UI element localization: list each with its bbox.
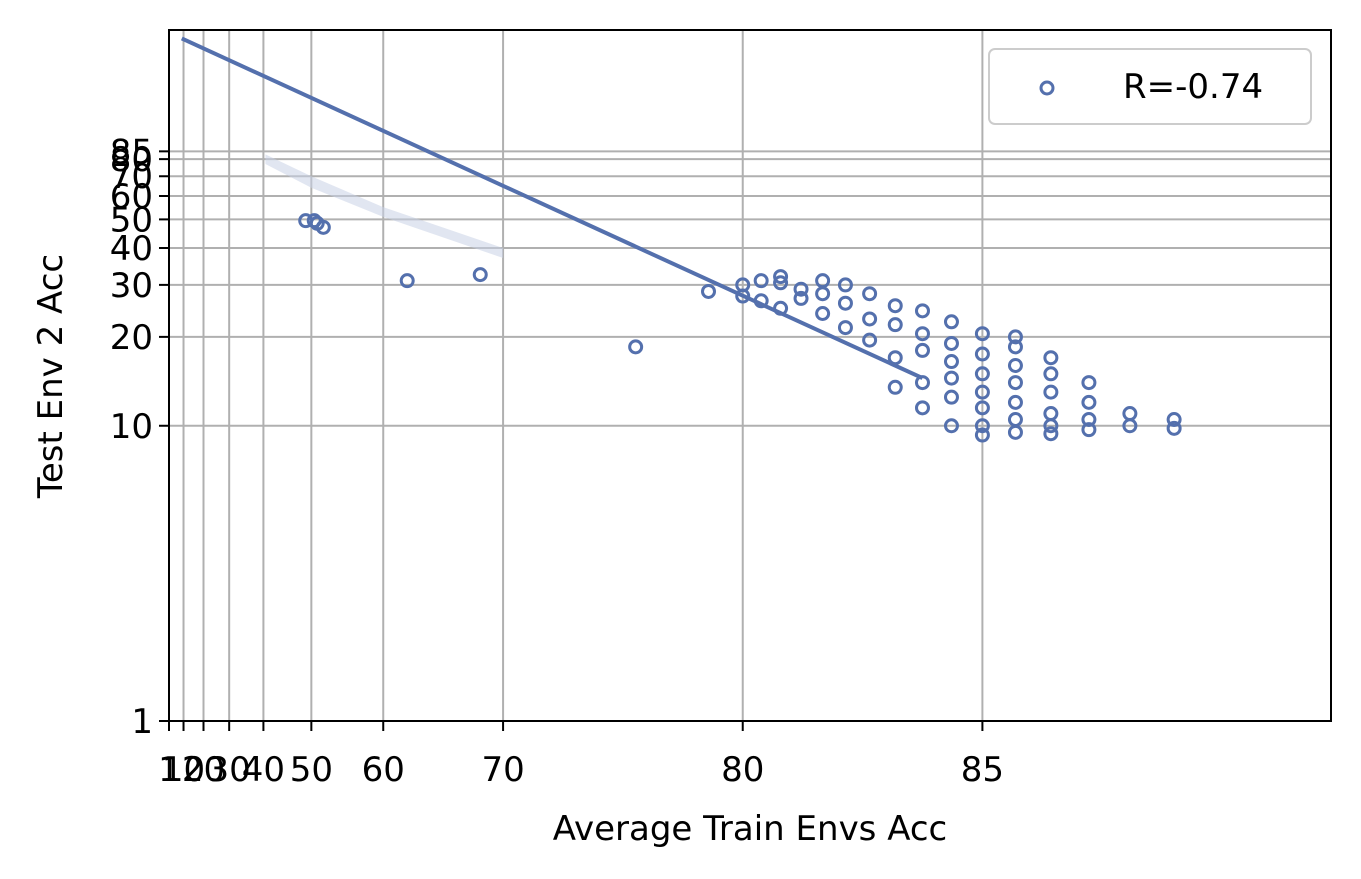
y-axis-label: Test Env 2 Acc xyxy=(31,254,71,499)
data-point xyxy=(862,332,878,348)
y-tick-label: 30 xyxy=(110,266,153,306)
data-point xyxy=(1043,350,1059,366)
data-point xyxy=(753,273,769,289)
data-point xyxy=(914,326,930,342)
data-point xyxy=(1007,412,1023,428)
data-point xyxy=(914,375,930,391)
grid-lines xyxy=(169,30,1331,721)
x-tick-label: 70 xyxy=(481,750,524,790)
confidence-band xyxy=(265,154,504,258)
data-point xyxy=(837,295,853,311)
data-point xyxy=(315,219,331,235)
legend-label: R=-0.74 xyxy=(1123,67,1263,107)
data-point xyxy=(943,418,959,434)
legend: R=-0.74 xyxy=(988,48,1312,125)
data-point xyxy=(472,267,488,283)
data-point xyxy=(1007,329,1023,345)
x-tick-label: 10 xyxy=(162,750,205,790)
data-point xyxy=(974,418,990,434)
data-point xyxy=(914,342,930,358)
data-point xyxy=(943,335,959,351)
x-tick-label: 20 xyxy=(182,750,225,790)
data-point xyxy=(1043,426,1059,442)
data-point xyxy=(974,366,990,382)
legend-marker xyxy=(1039,80,1055,96)
data-point xyxy=(1122,406,1138,422)
x-tick-label: 1 xyxy=(158,750,180,790)
data-point xyxy=(815,286,831,302)
data-point xyxy=(773,275,789,291)
y-tick-label: 50 xyxy=(110,200,153,240)
data-point xyxy=(974,384,990,400)
y-tick-label: 80 xyxy=(110,140,153,180)
data-point xyxy=(399,273,415,289)
data-point xyxy=(914,400,930,416)
data-point xyxy=(943,370,959,386)
x-axis-label: Average Train Envs Acc xyxy=(553,809,948,849)
data-point xyxy=(974,326,990,342)
data-point xyxy=(628,339,644,355)
data-point xyxy=(1007,424,1023,440)
data-point xyxy=(773,269,789,285)
data-point xyxy=(1043,406,1059,422)
data-point xyxy=(793,281,809,297)
data-point xyxy=(974,427,990,443)
regression-line-group xyxy=(180,36,924,380)
y-tick-label: 70 xyxy=(110,157,153,197)
data-points xyxy=(298,213,1182,443)
data-point xyxy=(943,354,959,370)
y-tick-label: 60 xyxy=(110,177,153,217)
x-tick-label: 80 xyxy=(721,750,764,790)
data-point xyxy=(887,298,903,314)
data-point xyxy=(862,311,878,327)
data-point xyxy=(1081,375,1097,391)
data-point xyxy=(1007,357,1023,373)
y-tick-label: 10 xyxy=(110,407,153,447)
data-point xyxy=(1007,339,1023,355)
data-point xyxy=(914,303,930,319)
legend-box xyxy=(988,48,1312,125)
plot-frame xyxy=(168,29,1332,722)
data-point xyxy=(1166,412,1182,428)
data-point xyxy=(837,277,853,293)
data-point xyxy=(1122,418,1138,434)
axes xyxy=(168,29,1332,722)
data-point xyxy=(1007,394,1023,410)
y-tick-label: 85 xyxy=(110,132,153,172)
data-point xyxy=(701,283,716,299)
data-point xyxy=(1043,384,1059,400)
y-tick-label: 40 xyxy=(110,229,153,269)
data-point xyxy=(974,400,990,416)
data-point xyxy=(1081,394,1097,410)
confidence-band-area xyxy=(265,154,504,258)
data-point xyxy=(887,317,903,333)
x-tick-label: 85 xyxy=(961,750,1004,790)
data-point xyxy=(793,290,809,306)
y-tick-label: 20 xyxy=(110,318,153,358)
data-point xyxy=(974,346,990,362)
x-tick-label: 50 xyxy=(290,750,333,790)
x-tick-label: 30 xyxy=(208,750,251,790)
data-point xyxy=(815,306,831,322)
data-point xyxy=(1166,420,1182,436)
y-tick-label: 1 xyxy=(131,702,153,742)
data-point xyxy=(837,320,853,336)
data-point xyxy=(1081,422,1097,438)
data-point xyxy=(1081,412,1097,428)
data-point xyxy=(1043,366,1059,382)
x-tick-label: 40 xyxy=(242,750,285,790)
regression-line xyxy=(180,36,924,380)
data-point xyxy=(735,288,751,304)
data-point xyxy=(1043,418,1059,434)
x-tick-label: 60 xyxy=(362,750,405,790)
data-point xyxy=(1007,375,1023,391)
data-point xyxy=(862,286,878,302)
data-point xyxy=(887,379,903,395)
data-point xyxy=(943,389,959,405)
data-point xyxy=(943,314,959,330)
